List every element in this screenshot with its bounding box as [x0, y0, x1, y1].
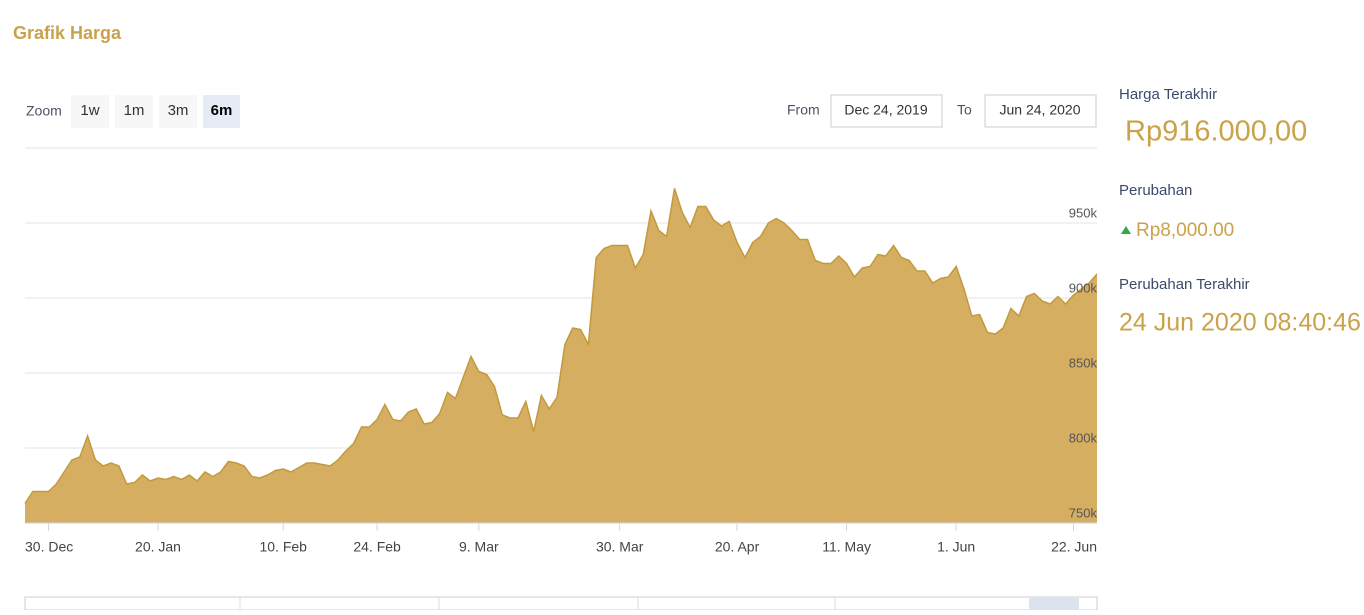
y-tick-label: 900k: [1069, 280, 1098, 295]
zoom-label: Zoom: [26, 103, 62, 119]
last-price: Rp916.000,00: [1125, 116, 1307, 148]
navigator[interactable]: [24, 596, 1098, 611]
area-line: [24, 188, 1098, 504]
y-tick-label: 950k: [1069, 205, 1098, 220]
x-tick-label: 11. May: [822, 539, 871, 555]
to-label: To: [957, 102, 972, 118]
x-tick-label: 20. Jan: [135, 539, 181, 555]
area-fill: [25, 188, 1097, 523]
x-tick-label: 9. Mar: [459, 539, 499, 555]
x-tick-label: 22. Jun: [1051, 539, 1097, 555]
up-arrow: [1121, 226, 1131, 234]
x-tick-label: 30. Dec: [25, 539, 73, 555]
from-date[interactable]: Dec 24, 2019: [844, 102, 927, 118]
page-title: Grafik Harga: [13, 23, 122, 43]
y-tick-label: 750k: [1069, 505, 1098, 520]
y-tick-label: 850k: [1069, 355, 1098, 370]
last-price-label: Harga Terakhir: [1119, 86, 1217, 103]
zoom-button-label[interactable]: 1w: [80, 102, 99, 119]
change-label: Perubahan: [1119, 182, 1192, 199]
zoom-button[interactable]: [115, 95, 153, 128]
zoom-button[interactable]: [159, 95, 197, 128]
from-label: From: [787, 102, 820, 118]
plot: 750k 800k 850k 900k 950k 30. Dec 20. Jan 10. Fe…: [24, 188, 1098, 555]
x-tick-label: 20. Apr: [715, 539, 760, 555]
y-tick-label: 800k: [1069, 430, 1098, 445]
last-change-label: Perubahan Terakhir: [1119, 276, 1250, 293]
last-change-time: 24 Jun 2020 08:40:46: [1119, 309, 1361, 337]
x-tick-label: 24. Feb: [353, 539, 401, 555]
zoom-button-label[interactable]: 3m: [168, 102, 189, 119]
from-input[interactable]: [830, 94, 943, 128]
zoom-button[interactable]: [71, 95, 109, 128]
to-input[interactable]: [984, 94, 1097, 128]
x-tick-label: 10. Feb: [259, 539, 307, 555]
zoom-button-label[interactable]: 1m: [124, 102, 145, 119]
x-tick-label: 30. Mar: [596, 539, 644, 555]
to-date[interactable]: Jun 24, 2020: [1000, 102, 1081, 118]
x-tick-label: 1. Jun: [937, 539, 975, 555]
zoom-button[interactable]: [203, 95, 240, 128]
zoom-button-label[interactable]: 6m: [211, 102, 233, 119]
change-value: Rp8,000.00: [1136, 220, 1234, 241]
zoom-buttons: 1w 1m 3m 6m: [71, 95, 240, 128]
navigator-handle[interactable]: [1029, 598, 1079, 610]
